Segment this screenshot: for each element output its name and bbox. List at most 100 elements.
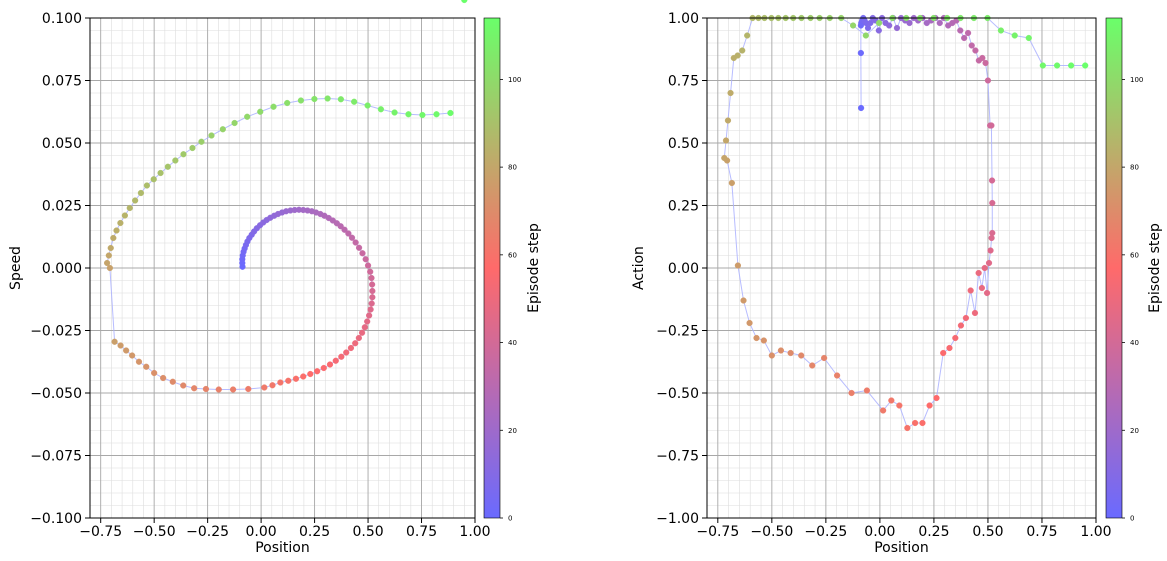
data-point [975,269,982,277]
data-point [369,281,376,288]
y-tick-label: 0.000 [42,261,82,277]
data-point [746,319,753,327]
data-point [724,117,732,124]
colorbar-tick-label: 60 [508,251,517,259]
x-tick-label: 1.00 [459,524,490,540]
y-tick-label: −0.050 [30,386,82,402]
data-point [896,402,903,409]
colorbar-tick-label: 100 [1130,76,1143,84]
data-point [821,354,828,362]
grid [706,17,1097,519]
data-points [104,0,468,393]
data-point [988,234,995,242]
data-point [777,347,785,354]
y-tick-label: −0.25 [656,324,699,340]
y-axis-label: Action [631,246,647,290]
data-point [753,334,760,342]
y-tick-label: 0.00 [668,261,699,277]
data-point [886,22,893,29]
data-point [964,29,972,37]
x-axis-label: Position [255,540,310,556]
data-point [1082,62,1089,69]
data-point [919,419,926,427]
data-point [285,377,292,384]
data-point [126,204,133,212]
data-point [208,132,215,139]
y-tick-label: −0.100 [30,511,82,527]
y-axis: −1.00 −0.75 −0.50 −0.25 0.00 0.25 0.50 0.75 1.00 [656,11,707,527]
data-point [1025,34,1032,42]
data-point [740,297,747,304]
data-point [768,352,775,359]
data-point [989,199,996,207]
data-point [734,52,741,59]
data-point [988,122,995,129]
data-point [862,32,869,39]
data-point [978,284,985,292]
data-point [326,361,334,368]
y-tick-label: 1.00 [668,11,699,27]
data-point [971,309,979,317]
data-point [143,363,150,370]
data-point [362,256,369,263]
data-point [105,252,112,259]
data-point [270,103,277,110]
data-point [744,32,751,39]
data-point [359,250,366,257]
x-tick-label: 1.00 [1080,524,1111,540]
x-tick-label: 0.25 [918,524,949,540]
data-point [933,394,940,402]
data-point [997,27,1005,34]
data-point [967,287,974,294]
y-tick-label: −0.025 [30,324,82,340]
colorbar-tick-label: 40 [508,339,517,347]
colorbar-bar [1105,17,1123,519]
data-point [368,274,375,282]
data-point [231,119,238,127]
data-point [189,144,196,152]
data-point [926,402,933,409]
data-point [867,19,874,27]
data-point [721,154,728,162]
x-tick-label: −0.75 [696,524,739,540]
data-point [880,407,887,414]
data-point [936,19,943,27]
y-axis-label: Speed [8,246,24,290]
data-point [143,182,150,189]
y-tick-label: 0.75 [668,74,699,90]
colorbar-tick-label: 100 [508,76,521,84]
data-point [983,289,991,297]
x-tick-label: 0.75 [1026,524,1057,540]
data-point [461,0,468,4]
data-point [347,344,355,352]
data-point [107,244,114,252]
data-point [787,349,794,357]
data-point [257,108,264,115]
data-point [245,385,252,393]
data-point [368,300,375,307]
data-point [367,306,374,313]
data-point [377,106,384,113]
data-point [117,342,124,349]
data-point [875,19,883,27]
data-point [952,334,959,342]
data-point [369,294,376,301]
data-point [734,262,742,269]
data-point [857,104,865,112]
x-tick-label: 0.50 [972,524,1003,540]
data-point [1068,62,1075,69]
y-tick-label: 0.25 [668,199,699,215]
data-point [314,368,321,375]
colorbar-tick-label: 60 [1130,251,1139,259]
colorbar-label: Episode step [1147,223,1163,313]
data-point [982,59,989,67]
colorbar-tick-label: 0 [1130,515,1134,523]
data-point [169,378,176,385]
data-point [366,312,373,319]
x-tick-label: −0.50 [133,524,176,540]
y-tick-label: 0.075 [42,74,82,90]
data-point [300,373,307,380]
data-point [893,24,901,32]
